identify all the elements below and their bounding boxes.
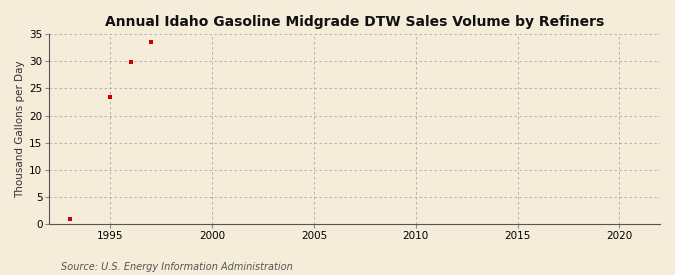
Y-axis label: Thousand Gallons per Day: Thousand Gallons per Day — [15, 60, 25, 198]
Text: Source: U.S. Energy Information Administration: Source: U.S. Energy Information Administ… — [61, 262, 292, 271]
Title: Annual Idaho Gasoline Midgrade DTW Sales Volume by Refiners: Annual Idaho Gasoline Midgrade DTW Sales… — [105, 15, 604, 29]
